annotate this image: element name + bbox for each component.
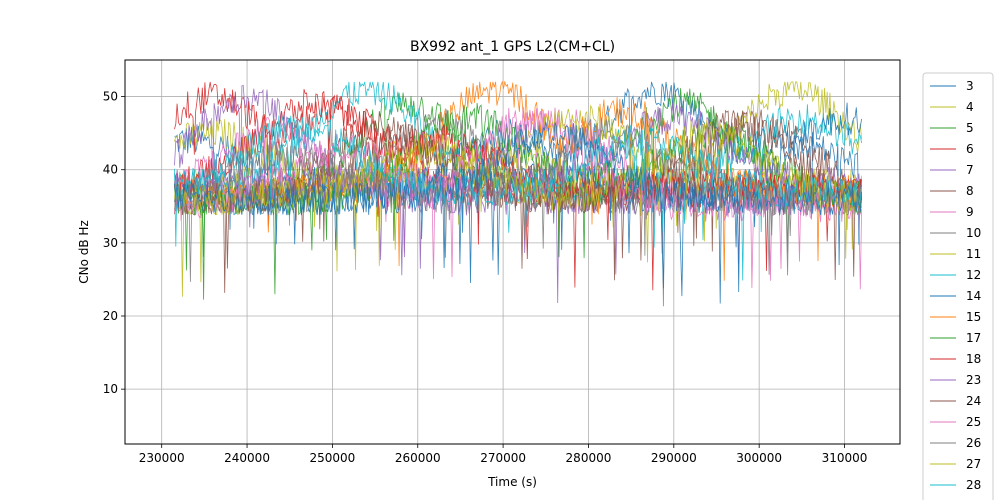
series-line-17	[174, 102, 862, 300]
x-axis-label: Time (s)	[487, 475, 537, 489]
legend-box	[922, 72, 994, 504]
legend-label-9: 9	[966, 205, 974, 219]
legend-label-10: 10	[966, 226, 981, 240]
legend-label-24: 24	[966, 394, 981, 408]
y-tick-label: 10	[103, 382, 118, 396]
x-tick-label: 310000	[822, 451, 868, 465]
x-tick-label: 250000	[310, 451, 356, 465]
legend-label-26: 26	[966, 436, 981, 450]
legend-label-27: 27	[966, 457, 981, 471]
legend-label-17: 17	[966, 331, 981, 345]
legend: 34567891011121415171823242526272830	[922, 72, 994, 504]
y-tick-label: 40	[103, 163, 118, 177]
chart-title: BX992 ant_1 GPS L2(CM+CL)	[410, 39, 615, 55]
y-axis-label: CNo dB Hz	[77, 220, 91, 284]
x-tick-label: 240000	[224, 451, 270, 465]
legend-label-4: 4	[966, 100, 974, 114]
series-layer	[174, 80, 862, 307]
series-line-30	[174, 121, 862, 304]
legend-label-11: 11	[966, 247, 981, 261]
axis-ticks: 230000 240000 250000 260000 270000 280000 2900…	[103, 90, 868, 465]
legend-label-15: 15	[966, 310, 981, 324]
series-line-25	[174, 106, 862, 290]
series-line-24	[174, 109, 862, 281]
legend-label-6: 6	[966, 142, 974, 156]
legend-label-23: 23	[966, 373, 981, 387]
legend-label-12: 12	[966, 268, 981, 282]
legend-label-8: 8	[966, 184, 974, 198]
y-tick-label: 20	[103, 309, 118, 323]
series-line-27	[174, 118, 862, 297]
legend-label-7: 7	[966, 163, 974, 177]
x-tick-label: 300000	[736, 451, 782, 465]
legend-label-5: 5	[966, 121, 974, 135]
legend-label-18: 18	[966, 352, 981, 366]
x-tick-label: 280000	[566, 451, 612, 465]
y-tick-label: 50	[103, 90, 118, 104]
x-tick-label: 270000	[480, 451, 526, 465]
series-line-9	[174, 107, 862, 281]
plot-frame	[124, 59, 901, 445]
legend-label-28: 28	[966, 478, 981, 492]
legend-label-3: 3	[966, 79, 974, 93]
x-tick-label: 230000	[139, 451, 185, 465]
legend-label-14: 14	[966, 289, 981, 303]
x-tick-label: 290000	[651, 451, 697, 465]
x-tick-label: 260000	[395, 451, 441, 465]
y-tick-label: 30	[103, 236, 118, 250]
legend-label-25: 25	[966, 415, 981, 429]
series-line-28	[174, 114, 862, 281]
